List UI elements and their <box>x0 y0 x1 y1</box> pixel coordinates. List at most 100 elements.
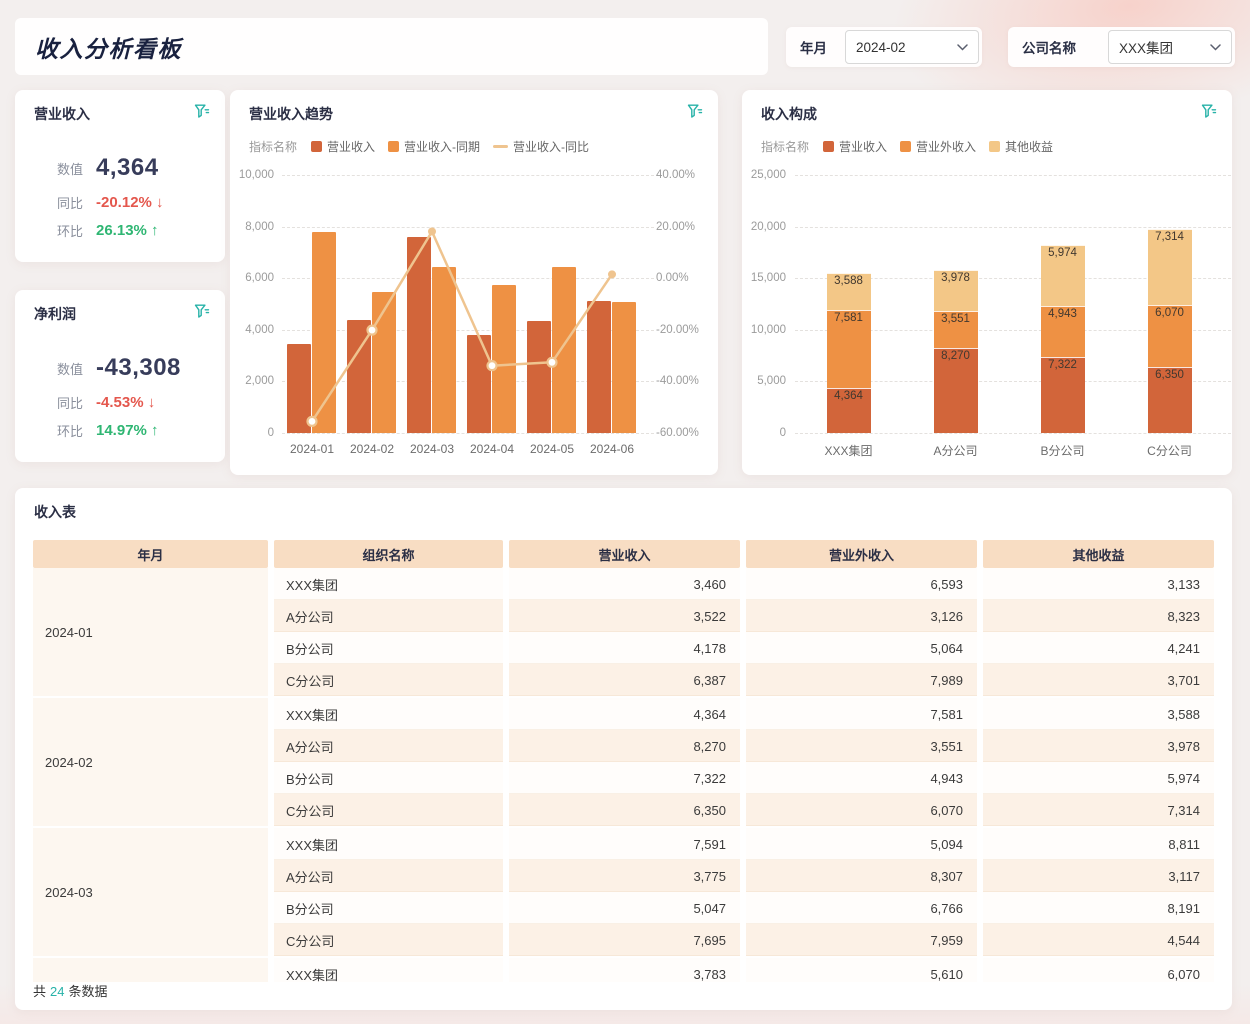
bar-营业收入[interactable] <box>287 343 311 433</box>
x-axis-label: XXX集团 <box>824 444 873 458</box>
column-header: 年月 <box>33 540 268 568</box>
gridline <box>795 381 1231 383</box>
filter-icon[interactable] <box>1201 103 1217 119</box>
stack-segment-营业收入[interactable]: 6,350 <box>1147 367 1192 433</box>
bar-营业收入-同期[interactable] <box>312 232 336 433</box>
chart-title: 营业收入趋势 <box>249 106 333 122</box>
table-cell: 5,064 <box>746 632 977 664</box>
org-cell: XXX集团 <box>274 568 503 600</box>
table-cell: 7,591 <box>509 828 740 860</box>
stack-segment-其他收益[interactable]: 3,588 <box>826 272 871 310</box>
legend-item[interactable]: 营业收入-同比 <box>493 138 589 155</box>
kpi-metrics: 数值 4,364 同比 -20.12% ↓ 环比 26.13% ↑ <box>55 150 164 244</box>
gridline <box>282 226 654 228</box>
org-cell: C分公司 <box>274 664 503 696</box>
kpi-metric-row: 同比 -4.53% ↓ <box>55 388 181 416</box>
kpi-card-title: 营业收入 <box>34 106 90 122</box>
stack-segment-营业外收入[interactable]: 3,551 <box>933 311 978 348</box>
stack-segment-其他收益[interactable]: 7,314 <box>1147 229 1192 305</box>
x-axis-label: 2024-01 <box>289 442 335 456</box>
segment-value-label: 8,270 <box>941 349 970 362</box>
month-cell <box>33 958 268 982</box>
page-title: 收入分析看板 <box>35 36 182 62</box>
legend-swatch <box>493 145 509 148</box>
line-point[interactable] <box>366 324 378 336</box>
line-point[interactable] <box>306 415 318 427</box>
table-cell: 8,811 <box>983 828 1214 860</box>
org-cell: XXX集团 <box>274 828 503 860</box>
segment-value-label: 6,070 <box>1155 306 1184 319</box>
legend-swatch <box>900 141 912 152</box>
month-select-value: 2024-02 <box>856 39 906 55</box>
table-cell: 7,989 <box>746 664 977 696</box>
month-filter-label: 年月 <box>800 41 827 56</box>
revenue-composition-chart-card: 收入构成 指标名称 营业收入 营业外收入 其他收益 25,000 20,000 15,0… <box>742 90 1232 475</box>
filter-icon[interactable] <box>687 103 703 119</box>
bar-营业收入-同期[interactable] <box>612 302 636 433</box>
kpi-card-title: 净利润 <box>34 306 76 322</box>
table-month-group: XXX集团 3,783 5,610 6,070 <box>33 958 1214 982</box>
secondary-y-axis-tick: 40.00% <box>656 169 696 181</box>
legend-item[interactable]: 营业收入 <box>311 138 375 155</box>
column-header: 营业外收入 <box>746 540 977 568</box>
line-point[interactable] <box>486 360 498 372</box>
record-count: 24 <box>50 984 65 999</box>
legend-item[interactable]: 其他收益 <box>989 138 1053 155</box>
x-axis-label: A分公司 <box>933 444 978 458</box>
kpi-metric-row: 数值 -43,308 <box>55 350 181 386</box>
legend-swatch <box>388 141 400 152</box>
segment-value-label: 7,314 <box>1155 231 1184 244</box>
stack-segment-营业外收入[interactable]: 4,943 <box>1040 306 1085 358</box>
stack-segment-营业收入[interactable]: 8,270 <box>933 347 978 433</box>
bar-营业收入[interactable] <box>587 301 611 433</box>
stack-segment-营业外收入[interactable]: 7,581 <box>826 309 871 388</box>
filter-icon[interactable] <box>194 303 210 319</box>
company-select[interactable]: XXX集团 <box>1108 30 1232 64</box>
stack-segment-营业收入[interactable]: 7,322 <box>1040 357 1085 433</box>
bar-营业收入[interactable] <box>527 321 551 433</box>
segment-value-label: 7,581 <box>834 311 863 324</box>
gridline <box>795 329 1231 331</box>
kpi-positive-value: 14.97% ↑ <box>96 421 159 439</box>
table-cell: 3,117 <box>983 860 1214 892</box>
bar-营业收入-同期[interactable] <box>372 292 396 433</box>
gridline <box>795 226 1231 228</box>
segment-value-label: 4,943 <box>1048 308 1077 321</box>
kpi-positive-value: 26.13% ↑ <box>96 221 159 239</box>
table-cell: 3,588 <box>983 698 1214 730</box>
bar-营业收入[interactable] <box>407 237 431 433</box>
legend-title: 指标名称 <box>249 140 298 154</box>
secondary-y-axis-tick: 20.00% <box>656 220 696 233</box>
table-cell: 5,974 <box>983 762 1214 794</box>
column-header: 营业收入 <box>509 540 740 568</box>
table-month-group: 2024-03 XXX集团 7,591 5,094 8,811 A分公司 3,775 8,30… <box>33 828 1214 956</box>
table-cell: 8,270 <box>509 730 740 762</box>
bar-营业收入-同期[interactable] <box>432 267 456 433</box>
month-select[interactable]: 2024-02 <box>845 30 979 64</box>
kpi-card-net-profit: 净利润 数值 -43,308 同比 -4.53% ↓ 环比 14.97% ↑ <box>15 290 225 462</box>
line-point[interactable] <box>608 270 616 279</box>
kpi-metric-row: 环比 26.13% ↑ <box>55 216 164 244</box>
kpi-metric-row: 数值 4,364 <box>55 150 164 186</box>
table-month-group: 2024-02 XXX集团 4,364 7,581 3,588 A分公司 8,270 3,55… <box>33 698 1214 826</box>
legend-item[interactable]: 营业外收入 <box>900 138 976 155</box>
filter-group-company: 公司名称 XXX集团 <box>1008 27 1235 67</box>
stack-segment-营业收入[interactable]: 4,364 <box>826 387 871 433</box>
legend-swatch <box>989 141 1001 152</box>
y-axis-tick: 0 <box>779 427 786 439</box>
table-cell: 7,322 <box>509 762 740 794</box>
legend-item[interactable]: 营业收入-同期 <box>388 138 480 155</box>
stack-segment-营业外收入[interactable]: 6,070 <box>1147 304 1192 368</box>
line-point[interactable] <box>546 356 558 368</box>
gridline <box>795 175 1231 176</box>
table-cell: 8,191 <box>983 892 1214 924</box>
filter-icon[interactable] <box>194 103 210 119</box>
y-axis-tick: 8,000 <box>245 220 274 233</box>
segment-value-label: 3,588 <box>834 274 863 287</box>
line-point[interactable] <box>428 227 436 236</box>
bar-营业收入-同期[interactable] <box>552 267 576 433</box>
legend-item[interactable]: 营业收入 <box>823 138 887 155</box>
stack-segment-其他收益[interactable]: 3,978 <box>933 269 978 311</box>
stack-segment-其他收益[interactable]: 5,974 <box>1040 244 1085 307</box>
bar-营业收入-同期[interactable] <box>492 285 516 433</box>
